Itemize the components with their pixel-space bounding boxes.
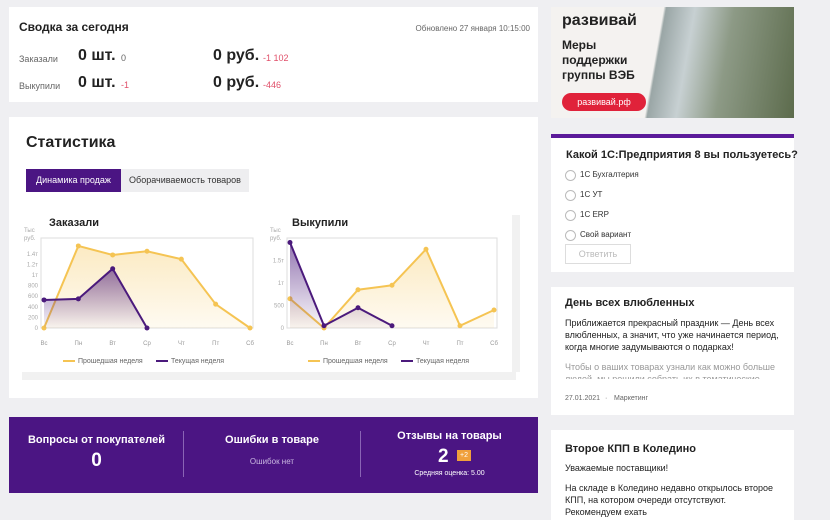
tab[interactable]: Динамика продаж [26,169,121,192]
reviews-count[interactable]: 2 [438,446,449,467]
errors-title: Ошибки в товаре [225,434,319,446]
sum: 0 руб. [213,47,260,64]
news-paragraph: Уважаемые поставщики! [565,463,669,473]
news-paragraph: На складе в Коледино недавно открылось в… [565,483,774,517]
news-card[interactable]: Второе КПП в Коледино Уважаемые поставщи… [551,430,794,520]
page: {"summary": {"title": "Сводка за сегодня… [9,7,798,520]
count: 0 шт. [78,74,116,91]
sum-change: -1 102 [263,53,289,63]
divider [183,431,184,477]
news-paragraph: Чтобы о ваших товарах узнали как можно б… [565,362,775,379]
news-paragraph: Приближается прекрасный праздник — День … [565,318,779,352]
statistics-title: Статистика [26,134,116,151]
updated: Обновлено 27 января 10:15:00 [415,24,530,33]
errors-text: Ошибок нет [249,457,295,466]
divider [360,431,361,477]
reviews-title: Отзывы на товары [397,430,502,442]
summary-title: Сводка за сегодня [19,20,129,34]
statistics-card: Статистика Динамика продаж Оборачиваемос… [9,117,538,398]
news-tag[interactable]: Маркетинг [614,395,649,402]
reviews-rating: Средняя оценка: 5.00 [414,470,485,477]
poll-button[interactable]: Ответить [565,244,631,264]
banner-button[interactable]: развивай.рф [562,93,646,111]
questions-count[interactable]: 0 [91,450,102,471]
radio[interactable] [565,230,576,241]
poll-option[interactable]: 1С Бухгалтерия [580,170,639,179]
reviews-new: +2 [457,450,471,461]
count-change: 0 [121,53,127,63]
summary-card: Сводка за сегодня Обновлено 27 января 10… [9,7,538,102]
news-title: День всех влюбленных [565,297,695,309]
sum: 0 руб. [213,74,260,91]
tab[interactable]: Оборачиваемость товаров [121,169,249,192]
radio[interactable] [565,210,576,221]
news-body: Уважаемые поставщики! На складе в Коледи… [565,462,785,520]
sum-change: -446 [263,80,282,90]
row-label: Выкупили [19,81,61,91]
feedback-card: Вопросы от покупателей 0 Ошибки в товаре… [9,417,538,493]
news-date: 27.01.2021 [565,395,601,402]
count: 0 шт. [78,47,116,64]
row-label: Заказали [19,54,58,64]
radio[interactable] [565,170,576,181]
poll-question: Какой 1С:Предприятия 8 вы пользуетесь? [566,149,798,161]
body: Сводка за сегодня Обновлено 27 января 10… [9,7,798,520]
banner-brand: развивай [562,12,637,29]
poll-option[interactable]: Свой вариант [580,230,632,239]
poll-option[interactable]: 1С УТ [580,190,603,199]
questions-title: Вопросы от покупателей [27,434,166,446]
poll-option[interactable]: 1С ERP [580,210,609,219]
count-change: -1 [121,80,130,90]
banner[interactable]: развивай Меры поддержки группы ВЭБ разви… [551,7,794,118]
radio[interactable] [565,190,576,201]
banner-text: Меры поддержки группы ВЭБ [562,38,635,82]
news-title: Второе КПП в Коледино [565,443,697,455]
poll-card: Какой 1С:Предприятия 8 вы пользуетесь? 1… [551,134,798,272]
news-body: Приближается прекрасный праздник — День … [565,317,783,379]
news-card[interactable]: День всех влюбленных Приближается прекра… [551,287,794,415]
